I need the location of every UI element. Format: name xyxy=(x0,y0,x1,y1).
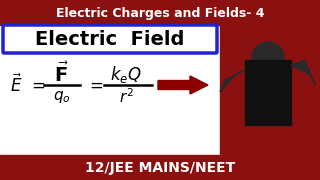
FancyArrow shape xyxy=(158,76,208,94)
FancyBboxPatch shape xyxy=(3,25,217,53)
Bar xyxy=(0,155,320,180)
Text: 12/JEE MAINS/NEET: 12/JEE MAINS/NEET xyxy=(85,161,235,175)
Polygon shape xyxy=(291,60,315,85)
Text: Electric Charges and Fields- 4: Electric Charges and Fields- 4 xyxy=(56,6,264,19)
Text: $\vec{\mathbf{F}}$: $\vec{\mathbf{F}}$ xyxy=(54,62,69,86)
Circle shape xyxy=(252,42,284,74)
Text: $=$: $=$ xyxy=(28,76,45,94)
Text: $k_e Q$: $k_e Q$ xyxy=(110,64,142,84)
Polygon shape xyxy=(220,70,245,92)
Text: $=$: $=$ xyxy=(86,76,103,94)
Bar xyxy=(220,25,320,155)
Bar xyxy=(0,0,320,25)
Text: Electric  Field: Electric Field xyxy=(35,30,185,48)
Text: $q_o$: $q_o$ xyxy=(53,89,71,105)
Bar xyxy=(0,25,320,155)
Text: $\vec{E}$: $\vec{E}$ xyxy=(10,74,22,96)
Text: $r^2$: $r^2$ xyxy=(119,88,133,106)
Bar xyxy=(245,60,291,125)
